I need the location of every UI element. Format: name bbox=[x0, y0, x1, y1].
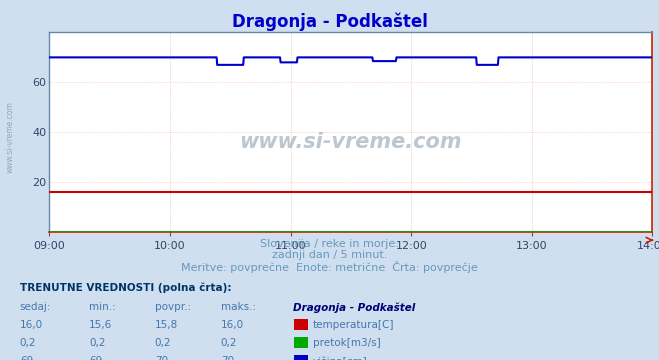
Text: zadnji dan / 5 minut.: zadnji dan / 5 minut. bbox=[272, 250, 387, 260]
Text: 16,0: 16,0 bbox=[221, 320, 244, 330]
Text: maks.:: maks.: bbox=[221, 302, 256, 312]
Text: Dragonja - Podkaštel: Dragonja - Podkaštel bbox=[293, 302, 416, 313]
Text: pretok[m3/s]: pretok[m3/s] bbox=[313, 338, 381, 348]
Text: višina[cm]: višina[cm] bbox=[313, 356, 368, 360]
Text: Dragonja - Podkaštel: Dragonja - Podkaštel bbox=[231, 13, 428, 31]
Text: TRENUTNE VREDNOSTI (polna črta):: TRENUTNE VREDNOSTI (polna črta): bbox=[20, 283, 231, 293]
Text: temperatura[C]: temperatura[C] bbox=[313, 320, 395, 330]
Text: min.:: min.: bbox=[89, 302, 116, 312]
Text: 15,6: 15,6 bbox=[89, 320, 112, 330]
Text: www.si-vreme.com: www.si-vreme.com bbox=[240, 132, 462, 152]
Text: 0,2: 0,2 bbox=[20, 338, 36, 348]
Text: 0,2: 0,2 bbox=[221, 338, 237, 348]
Text: Slovenija / reke in morje.: Slovenija / reke in morje. bbox=[260, 239, 399, 249]
Text: sedaj:: sedaj: bbox=[20, 302, 51, 312]
Text: 15,8: 15,8 bbox=[155, 320, 178, 330]
Text: 69: 69 bbox=[89, 356, 102, 360]
Text: 0,2: 0,2 bbox=[89, 338, 105, 348]
Text: 70: 70 bbox=[221, 356, 234, 360]
Text: www.si-vreme.com: www.si-vreme.com bbox=[5, 101, 14, 173]
Text: 70: 70 bbox=[155, 356, 168, 360]
Text: povpr.:: povpr.: bbox=[155, 302, 191, 312]
Text: 69: 69 bbox=[20, 356, 33, 360]
Text: 16,0: 16,0 bbox=[20, 320, 43, 330]
Text: 0,2: 0,2 bbox=[155, 338, 171, 348]
Text: Meritve: povprečne  Enote: metrične  Črta: povprečje: Meritve: povprečne Enote: metrične Črta:… bbox=[181, 261, 478, 273]
